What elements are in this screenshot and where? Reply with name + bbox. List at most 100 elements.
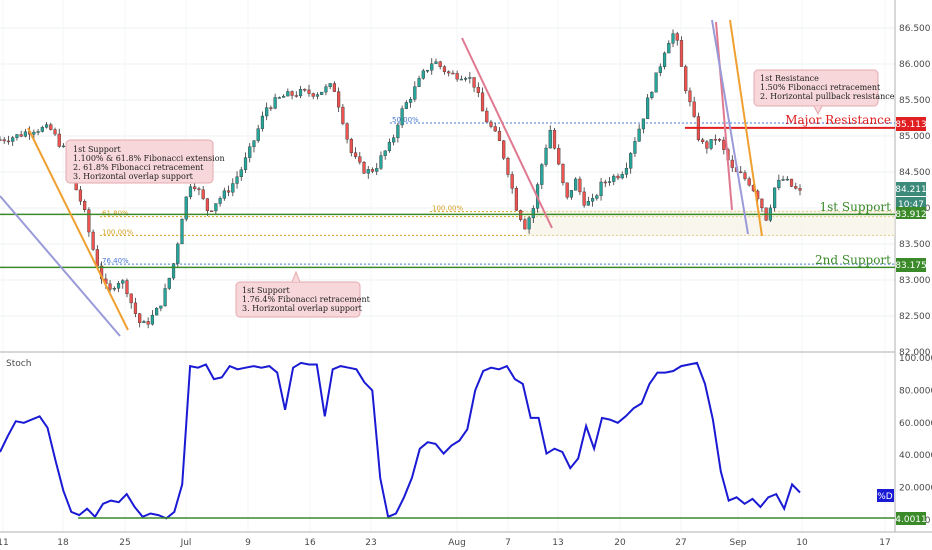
candle-body — [701, 139, 705, 142]
annotation-note-3[interactable]: 1st Resistance 1.50% Fibonacci retraceme… — [753, 69, 895, 116]
arrow-pink-2 — [715, 21, 733, 211]
price-tick-2: 85.500 — [899, 96, 931, 106]
candle-body — [125, 280, 129, 295]
note3-line2: 1.50% Fibonacci retracement — [760, 83, 881, 92]
stoch-tick-4: 20.0000 — [899, 484, 932, 494]
candle-body — [184, 196, 188, 220]
candle-body — [269, 107, 273, 109]
time-tick-7: Aug — [448, 538, 466, 548]
candle-body — [684, 66, 688, 92]
candle-body — [176, 243, 180, 264]
candle-body — [366, 169, 370, 174]
candle-body — [523, 219, 527, 230]
candle-body — [654, 72, 658, 93]
candle-body — [464, 78, 468, 80]
candle-body — [485, 110, 489, 123]
candle-body — [349, 138, 353, 153]
candle-body — [298, 89, 303, 97]
time-axis-ticks: 11 18 25 Jul 9 16 23 Aug 7 13 20 27 Sep 10 17 — [0, 538, 891, 548]
time-tick-1: 18 — [57, 538, 69, 548]
time-tick-6: 23 — [365, 538, 376, 548]
arrow-purple-1 — [0, 195, 121, 337]
candle-body — [472, 77, 476, 88]
candle-body — [315, 94, 320, 97]
legend-stoch-d[interactable]: %D — [877, 489, 894, 502]
candle-body — [514, 188, 519, 211]
candle-body — [506, 158, 510, 175]
candle-body — [421, 70, 425, 79]
candle-body — [637, 128, 641, 142]
price-tick-4: 84.500 — [899, 168, 931, 178]
candle-body — [396, 124, 400, 138]
candle-body — [0, 139, 2, 141]
candle-body — [692, 101, 696, 117]
candle-body — [425, 69, 430, 72]
candle-body — [375, 168, 379, 172]
candle-body — [328, 83, 332, 87]
candle-body — [324, 86, 328, 93]
price-tick-8: 82.500 — [899, 312, 931, 322]
candle-body — [142, 321, 146, 323]
note2-line2: 1.76.4% Fibonacci retracement — [242, 295, 371, 304]
candle-body — [159, 305, 163, 309]
fib-label-1: 100.00% — [102, 228, 133, 236]
candle-body — [582, 191, 586, 206]
candle-body — [226, 190, 231, 193]
candle-body — [188, 186, 193, 198]
candle-body — [662, 52, 667, 67]
candle-body — [358, 156, 362, 163]
candle-body — [616, 175, 620, 179]
candle-body — [679, 40, 684, 67]
time-tick-0: 11 — [0, 538, 9, 548]
candle-body — [87, 209, 91, 233]
tag-current-time: 10:47 — [896, 197, 926, 210]
candle-body — [599, 181, 603, 196]
candle-body — [667, 42, 671, 54]
candle-body — [785, 178, 789, 181]
candle-body — [273, 97, 277, 109]
candle-body — [32, 131, 36, 135]
svg-text:85.113: 85.113 — [895, 120, 927, 130]
annotation-note-2[interactable]: 1st Support 1.76.4% Fibonacci retracemen… — [235, 270, 371, 318]
candle-body — [561, 163, 565, 184]
note1-line3: 2. 61.8% Fibonacci retracement — [73, 163, 204, 172]
price-tick-7: 83.000 — [899, 276, 931, 286]
candle-body — [747, 178, 751, 186]
candle-body — [61, 145, 66, 148]
candle-body — [256, 128, 260, 141]
fib-lines: 61.80%100.00%76.40%50.00%100.00% — [100, 116, 895, 265]
candle-body — [798, 188, 802, 191]
arrow-pink-1 — [461, 37, 553, 229]
candle-body — [290, 91, 294, 96]
candle-body — [341, 106, 345, 124]
candle-body — [400, 108, 404, 126]
candle-body — [231, 183, 235, 193]
candle-body — [235, 176, 239, 184]
candle-body — [497, 130, 502, 141]
major-resistance-label: Major Resistance — [785, 113, 891, 127]
candle-body — [620, 174, 624, 179]
svg-text:83.912: 83.912 — [895, 210, 927, 220]
candle-body — [612, 175, 616, 182]
candle-body — [180, 218, 184, 245]
candle-body — [557, 148, 561, 165]
note1-line2: 1.100% & 61.8% Fibonacci extension — [73, 154, 225, 163]
candle-body — [447, 71, 451, 74]
candle-body — [243, 157, 248, 171]
candle-body — [44, 124, 49, 128]
candle-body — [15, 134, 19, 138]
candle-body — [95, 249, 99, 267]
candle-body — [578, 178, 582, 193]
candle-body — [303, 89, 307, 91]
annotation-note-1[interactable]: 1st Support 1.100% & 61.8% Fibonacci ext… — [65, 139, 225, 184]
candle-body — [19, 134, 23, 137]
candle-body — [442, 66, 447, 72]
candle-body — [552, 130, 557, 149]
candle-body — [379, 155, 383, 169]
candle-body — [459, 78, 463, 81]
candle-body — [781, 179, 785, 181]
second-support-label: 2nd Support — [815, 253, 891, 267]
candle-body — [527, 217, 531, 230]
candle-body — [239, 169, 243, 177]
time-tick-14: 17 — [879, 538, 890, 548]
